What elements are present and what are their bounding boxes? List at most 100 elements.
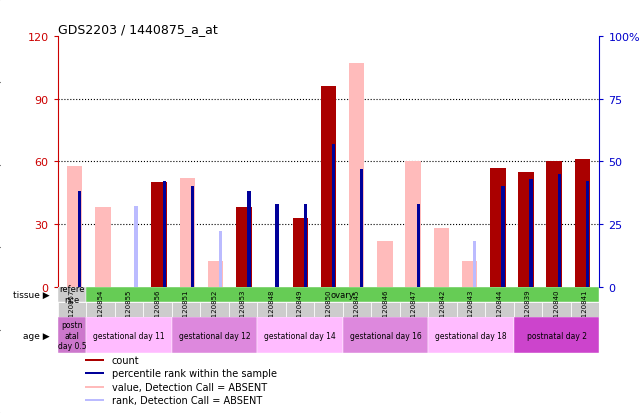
FancyBboxPatch shape: [428, 317, 514, 354]
Bar: [462, 262, 478, 287]
Bar: [417, 204, 420, 287]
FancyBboxPatch shape: [58, 287, 86, 302]
Text: GSM120849: GSM120849: [297, 289, 303, 331]
Text: gestational day 14: gestational day 14: [264, 331, 336, 340]
FancyBboxPatch shape: [143, 302, 172, 317]
Bar: [518, 172, 534, 287]
Text: GSM120855: GSM120855: [126, 289, 132, 331]
Bar: [292, 218, 308, 287]
FancyBboxPatch shape: [542, 302, 571, 317]
FancyBboxPatch shape: [86, 287, 599, 302]
Text: GSM120844: GSM120844: [497, 289, 503, 331]
FancyBboxPatch shape: [200, 302, 229, 317]
Text: GSM120841: GSM120841: [582, 289, 588, 331]
Text: GSM120851: GSM120851: [183, 289, 189, 331]
Text: GDS2203 / 1440875_a_at: GDS2203 / 1440875_a_at: [58, 23, 217, 36]
FancyBboxPatch shape: [371, 302, 400, 317]
Text: GSM120853: GSM120853: [240, 289, 246, 331]
Text: rank, Detection Call = ABSENT: rank, Detection Call = ABSENT: [112, 395, 262, 405]
FancyBboxPatch shape: [85, 359, 104, 361]
FancyBboxPatch shape: [58, 317, 86, 354]
FancyBboxPatch shape: [343, 317, 428, 354]
FancyBboxPatch shape: [86, 317, 172, 354]
FancyBboxPatch shape: [400, 302, 428, 317]
Bar: [501, 187, 504, 287]
Text: postn
atal
day 0.5: postn atal day 0.5: [58, 320, 87, 350]
Text: postnatal day 2: postnatal day 2: [526, 331, 587, 340]
Bar: [433, 228, 449, 287]
FancyBboxPatch shape: [257, 317, 343, 354]
Bar: [247, 192, 251, 287]
FancyBboxPatch shape: [172, 302, 200, 317]
Bar: [276, 204, 279, 287]
Text: refere
nce: refere nce: [59, 285, 85, 304]
Text: GSM120842: GSM120842: [440, 289, 445, 331]
Bar: [151, 183, 167, 287]
FancyBboxPatch shape: [85, 399, 104, 401]
FancyBboxPatch shape: [257, 302, 286, 317]
FancyBboxPatch shape: [514, 302, 542, 317]
Bar: [332, 145, 335, 287]
FancyBboxPatch shape: [86, 302, 115, 317]
FancyBboxPatch shape: [172, 317, 257, 354]
Bar: [219, 232, 222, 287]
FancyBboxPatch shape: [343, 302, 371, 317]
Text: age ▶: age ▶: [22, 331, 49, 340]
Text: GSM120847: GSM120847: [411, 289, 417, 331]
Text: gestational day 12: gestational day 12: [179, 331, 250, 340]
Text: tissue ▶: tissue ▶: [13, 290, 49, 299]
Bar: [490, 168, 506, 287]
Text: percentile rank within the sample: percentile rank within the sample: [112, 368, 277, 378]
Text: gestational day 18: gestational day 18: [435, 331, 507, 340]
FancyBboxPatch shape: [85, 386, 104, 388]
Text: GSM120846: GSM120846: [383, 289, 388, 331]
FancyBboxPatch shape: [58, 302, 86, 317]
FancyBboxPatch shape: [115, 302, 143, 317]
Text: GSM120843: GSM120843: [468, 289, 474, 331]
Bar: [405, 162, 421, 287]
Text: GSM120850: GSM120850: [326, 289, 331, 331]
Text: GSM120840: GSM120840: [554, 289, 560, 331]
Text: GSM120854: GSM120854: [97, 289, 103, 331]
Bar: [304, 204, 307, 287]
Bar: [208, 262, 224, 287]
Text: GSM120856: GSM120856: [154, 289, 160, 331]
Bar: [179, 179, 196, 287]
Bar: [529, 180, 533, 287]
Text: GSM120845: GSM120845: [354, 289, 360, 331]
Bar: [67, 166, 83, 287]
Bar: [360, 169, 363, 287]
Bar: [546, 162, 562, 287]
Bar: [349, 64, 365, 287]
Text: GSM120848: GSM120848: [269, 289, 274, 331]
Bar: [320, 87, 337, 287]
Bar: [78, 197, 81, 287]
Bar: [377, 241, 393, 287]
Bar: [151, 183, 167, 287]
Text: GSM120857: GSM120857: [69, 289, 75, 331]
FancyBboxPatch shape: [314, 302, 343, 317]
Text: ovary: ovary: [331, 290, 354, 299]
Text: count: count: [112, 355, 140, 365]
FancyBboxPatch shape: [485, 302, 514, 317]
Bar: [558, 174, 561, 287]
Text: gestational day 11: gestational day 11: [93, 331, 165, 340]
FancyBboxPatch shape: [514, 317, 599, 354]
Bar: [574, 160, 590, 287]
Bar: [473, 242, 476, 287]
Text: value, Detection Call = ABSENT: value, Detection Call = ABSENT: [112, 382, 267, 392]
Bar: [236, 208, 252, 287]
FancyBboxPatch shape: [286, 302, 314, 317]
Text: GSM120839: GSM120839: [525, 288, 531, 331]
Text: gestational day 16: gestational day 16: [349, 331, 421, 340]
Bar: [95, 208, 111, 287]
FancyBboxPatch shape: [85, 373, 104, 374]
Bar: [191, 187, 194, 287]
Text: GSM120852: GSM120852: [212, 289, 217, 331]
Bar: [163, 182, 166, 287]
Bar: [546, 162, 562, 287]
Bar: [586, 182, 589, 287]
FancyBboxPatch shape: [428, 302, 457, 317]
FancyBboxPatch shape: [571, 302, 599, 317]
FancyBboxPatch shape: [457, 302, 485, 317]
